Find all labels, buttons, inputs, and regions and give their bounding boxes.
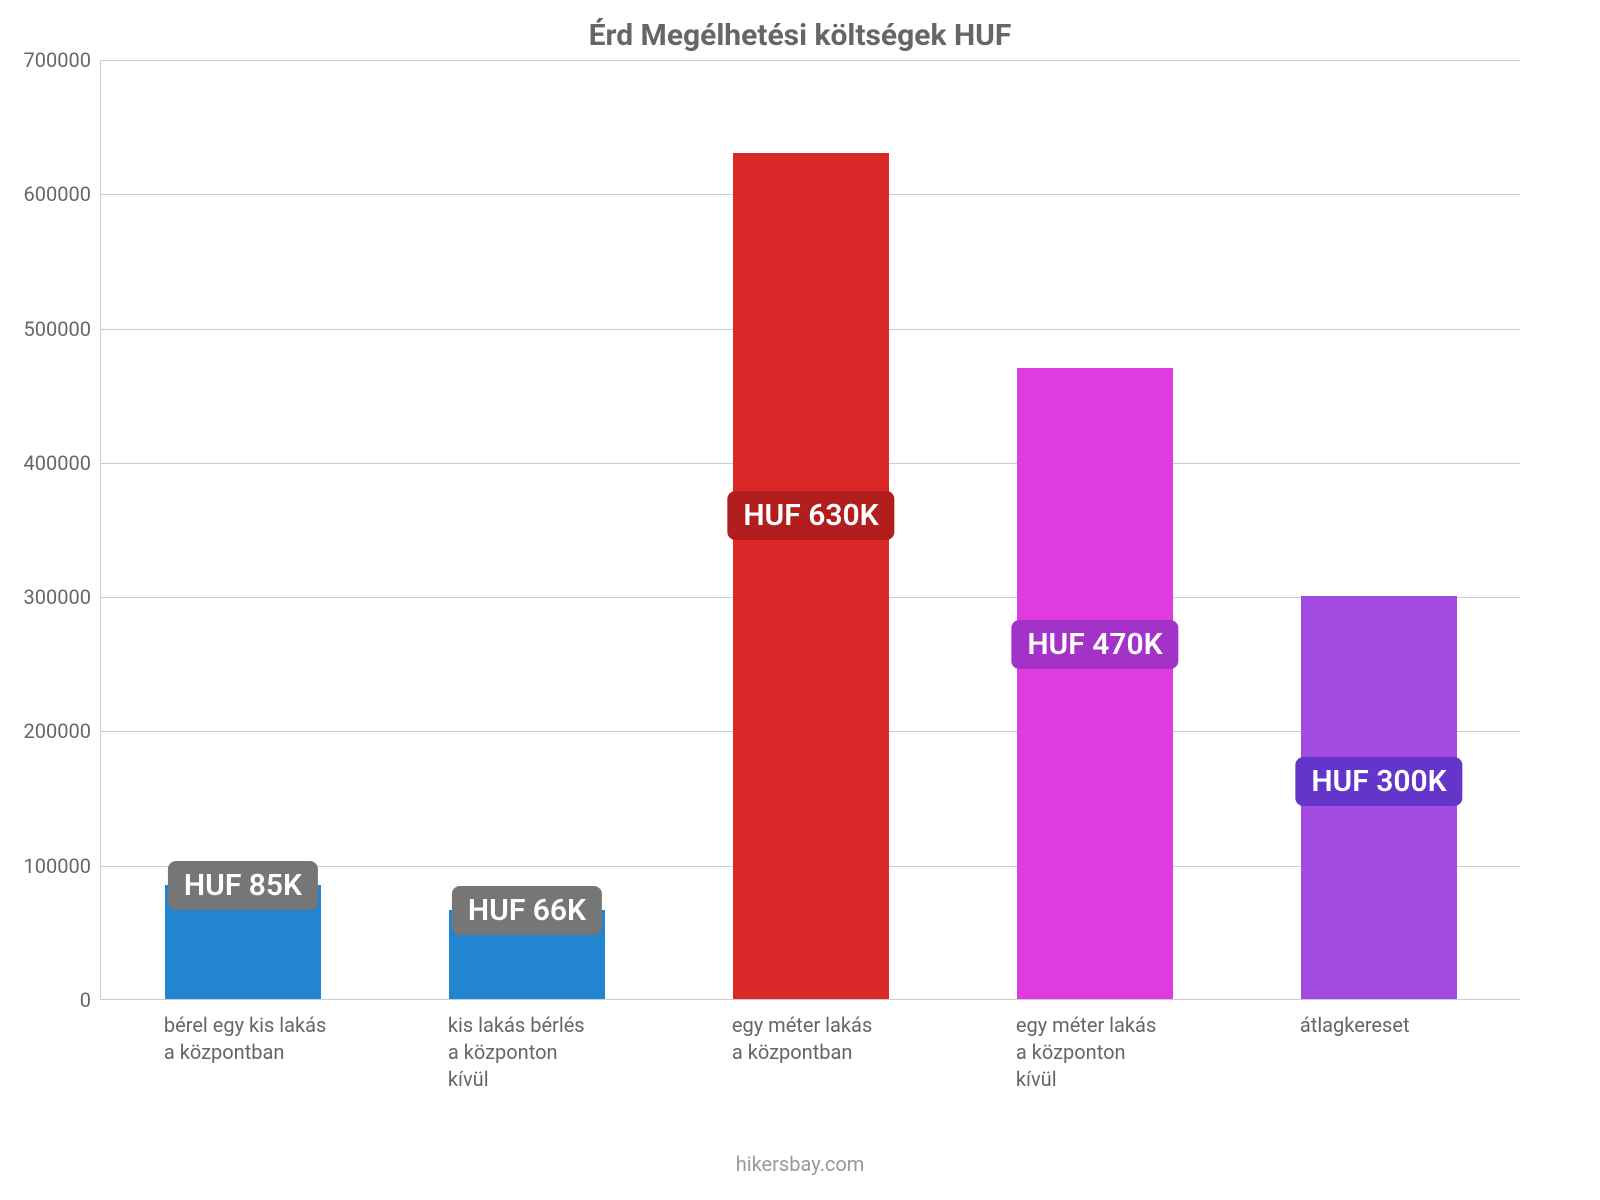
y-tick-label: 200000 [24,719,101,743]
y-tick-label: 500000 [24,317,101,341]
bar-value-badge: HUF 66K [452,886,602,935]
bar-value-badge: HUF 630K [727,491,894,540]
x-tick-label: kis lakás bérlés a központon kívül [448,1012,704,1093]
bar-value-badge: HUF 470K [1011,620,1178,669]
y-tick-label: 700000 [24,48,101,72]
y-tick-label: 300000 [24,585,101,609]
bar: HUF 470K [1017,59,1173,999]
x-tick-label: egy méter lakás a központon kívül [1016,1012,1272,1093]
bar-fill [1017,368,1173,999]
bar-value-badge: HUF 300K [1295,757,1462,806]
y-tick-label: 0 [80,988,101,1012]
x-tick-label: bérel egy kis lakás a központban [164,1012,420,1066]
chart-footer: hikersbay.com [0,1152,1600,1176]
bar: HUF 85K [165,59,321,999]
bar: HUF 630K [733,59,889,999]
bar: HUF 66K [449,59,605,999]
y-tick-label: 400000 [24,451,101,475]
chart-title: Érd Megélhetési költségek HUF [0,18,1600,53]
y-tick-label: 600000 [24,182,101,206]
chart-plot-area: 0100000200000300000400000500000600000700… [100,60,1520,1000]
x-tick-label: átlagkereset [1300,1012,1556,1039]
chart-plot-inner: 0100000200000300000400000500000600000700… [101,60,1520,999]
bar: HUF 300K [1301,59,1457,999]
bar-value-badge: HUF 85K [168,861,318,910]
x-tick-label: egy méter lakás a központban [732,1012,988,1066]
y-tick-label: 100000 [24,854,101,878]
bar-fill [733,153,889,999]
x-axis-labels: bérel egy kis lakás a központban kis laká… [100,1000,1520,1140]
